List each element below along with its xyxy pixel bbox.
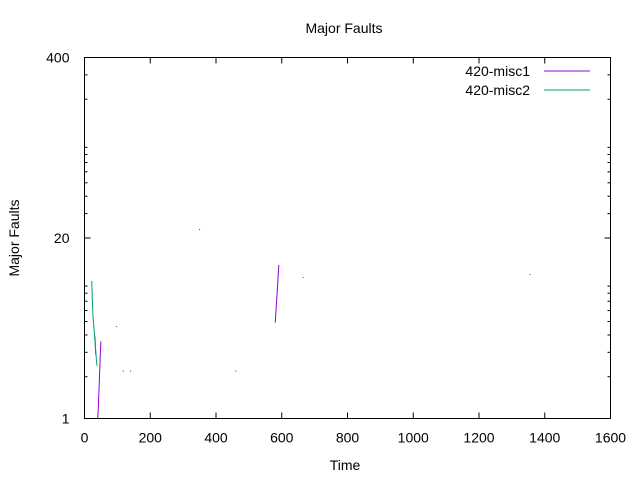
series-point-1: [199, 229, 201, 231]
y-tick-label: 1: [62, 411, 70, 427]
axis-ticks: 0 200 400 600 800 1000 1200 1400 1600 1 20 400: [46, 50, 626, 446]
series-point-1: [529, 274, 531, 276]
x-tick-label: 1400: [529, 430, 560, 446]
series-line-1: [97, 341, 102, 419]
y-tick-label: 400: [46, 50, 70, 66]
series-point-1: [122, 370, 124, 372]
series-layer: [91, 229, 531, 419]
x-tick-label: 200: [139, 430, 163, 446]
x-axis-label: Time: [330, 457, 361, 473]
series-point-1: [116, 326, 118, 328]
y-tick-label: 20: [54, 230, 70, 246]
x-tick-label: 0: [81, 430, 89, 446]
y-axis-label: Major Faults: [6, 199, 22, 276]
series-line-2: [91, 280, 98, 366]
series-line-1: [274, 264, 280, 323]
legend-label-1: 420-misc1: [465, 63, 530, 79]
x-tick-label: 800: [336, 430, 360, 446]
series-point-1: [302, 276, 304, 278]
x-tick-label: 1200: [463, 430, 494, 446]
x-tick-label: 400: [204, 430, 228, 446]
x-tick-label: 1000: [398, 430, 429, 446]
legend-label-2: 420-misc2: [465, 82, 530, 98]
chart-title: Major Faults: [305, 20, 382, 36]
series-point-1: [130, 370, 132, 372]
x-tick-label: 600: [270, 430, 294, 446]
series-point-1: [235, 370, 237, 372]
x-tick-label: 1600: [595, 430, 626, 446]
plot-frame: [84, 57, 611, 419]
legend: 420-misc1 420-misc2: [465, 63, 590, 98]
